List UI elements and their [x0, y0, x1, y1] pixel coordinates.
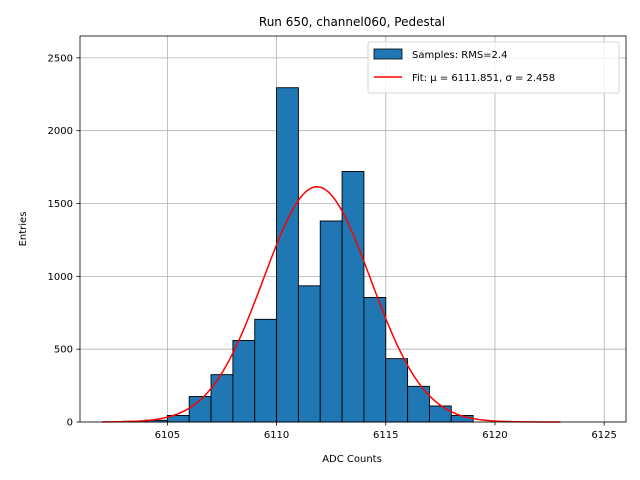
- x-axis-ticks: 6105 6110 6115 6120 6125: [155, 422, 617, 441]
- histogram-bar: [385, 358, 409, 423]
- histogram-bar: [363, 297, 387, 423]
- histogram-bars: [123, 87, 474, 423]
- x-axis-label: ADC Counts: [322, 454, 382, 465]
- y-axis-ticks: 0 500 1000 1500 2000 2500: [48, 53, 80, 429]
- x-tick-label: 6105: [155, 430, 180, 441]
- legend-histogram-label: Samples: RMS=2.4: [412, 50, 507, 61]
- x-tick-label: 6120: [482, 430, 507, 441]
- histogram-bar: [428, 405, 452, 423]
- y-tick-label: 0: [67, 418, 73, 429]
- histogram-bar: [232, 339, 256, 423]
- histogram-bar: [341, 171, 365, 423]
- legend-histogram-swatch: [373, 48, 403, 60]
- plot-frame: [79, 35, 627, 423]
- legend-box: [367, 41, 620, 94]
- x-tick-label: 6110: [264, 430, 289, 441]
- histogram-bar: [319, 220, 343, 423]
- legend-fit-label: Fit: μ = 6111.851, σ = 2.458: [412, 73, 555, 84]
- legend: Samples: RMS=2.4 Fit: μ = 6111.851, σ = …: [367, 41, 620, 94]
- histogram-bar: [276, 87, 299, 423]
- y-tick-label: 2000: [48, 126, 73, 137]
- histogram-bar: [210, 374, 234, 423]
- y-tick-label: 500: [54, 345, 73, 356]
- histogram-bar: [254, 318, 278, 423]
- y-axis-label: Entries: [18, 212, 29, 247]
- y-tick-label: 1500: [48, 199, 73, 210]
- chart-title: Run 650, channel060, Pedestal: [259, 15, 445, 29]
- histogram-bar: [297, 285, 321, 423]
- x-tick-label: 6125: [591, 430, 616, 441]
- x-tick-label: 6115: [373, 430, 398, 441]
- fit-curve: [101, 186, 561, 423]
- y-tick-label: 2500: [48, 53, 73, 64]
- y-tick-label: 1000: [48, 272, 73, 283]
